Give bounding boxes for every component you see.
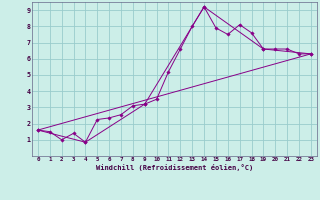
X-axis label: Windchill (Refroidissement éolien,°C): Windchill (Refroidissement éolien,°C) xyxy=(96,164,253,171)
